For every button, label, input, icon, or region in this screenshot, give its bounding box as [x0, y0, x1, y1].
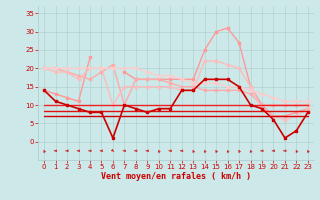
X-axis label: Vent moyen/en rafales ( km/h ): Vent moyen/en rafales ( km/h ): [101, 172, 251, 181]
